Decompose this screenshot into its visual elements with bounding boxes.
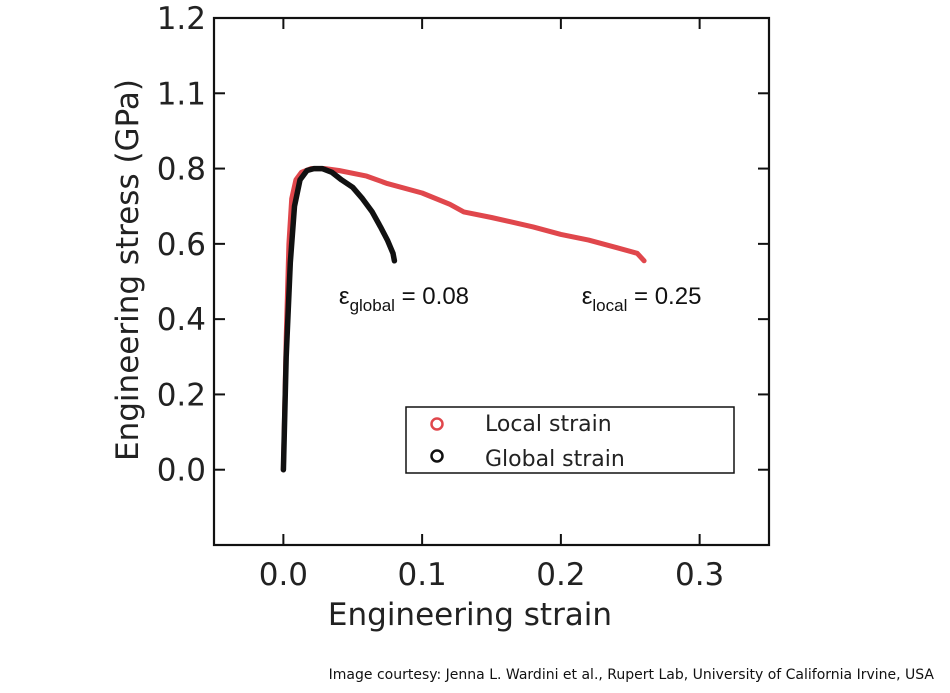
- legend-label-local: Local strain: [485, 412, 612, 437]
- image-credit: Image courtesy: Jenna L. Wardini et al.,…: [328, 667, 934, 683]
- y-tick-label: 1.1: [157, 76, 206, 112]
- y-tick-label: 1.2: [157, 1, 206, 37]
- y-axis-title: Engineering stress (GPa): [110, 79, 146, 461]
- x-tick-label: 0.2: [536, 557, 585, 593]
- y-tick-label: 0.4: [157, 302, 206, 338]
- legend: Local strain Global strain: [405, 406, 735, 474]
- strain-annotation-local: εlocal = 0.25: [582, 283, 702, 315]
- series-line-local-strain: [280, 166, 647, 473]
- y-tick-label: 0.2: [157, 377, 206, 413]
- y-tick-label: 0.8: [157, 152, 206, 188]
- x-tick-label: 0.3: [675, 557, 724, 593]
- legend-label-global: Global strain: [485, 447, 625, 472]
- y-tick-label: 0.0: [157, 453, 206, 489]
- x-tick-label: 0.1: [397, 557, 446, 593]
- y-tick-label: 0.6: [157, 227, 206, 263]
- strain-annotation-global: εglobal = 0.08: [339, 283, 469, 315]
- legend-marker-global: [430, 449, 444, 463]
- x-tick-label: 0.0: [259, 557, 308, 593]
- legend-marker-local: [430, 417, 444, 431]
- legend-box: [405, 406, 735, 474]
- x-axis-title: Engineering strain: [328, 597, 612, 633]
- plot-frame: [212, 16, 771, 547]
- series-line-global-strain: [280, 165, 398, 473]
